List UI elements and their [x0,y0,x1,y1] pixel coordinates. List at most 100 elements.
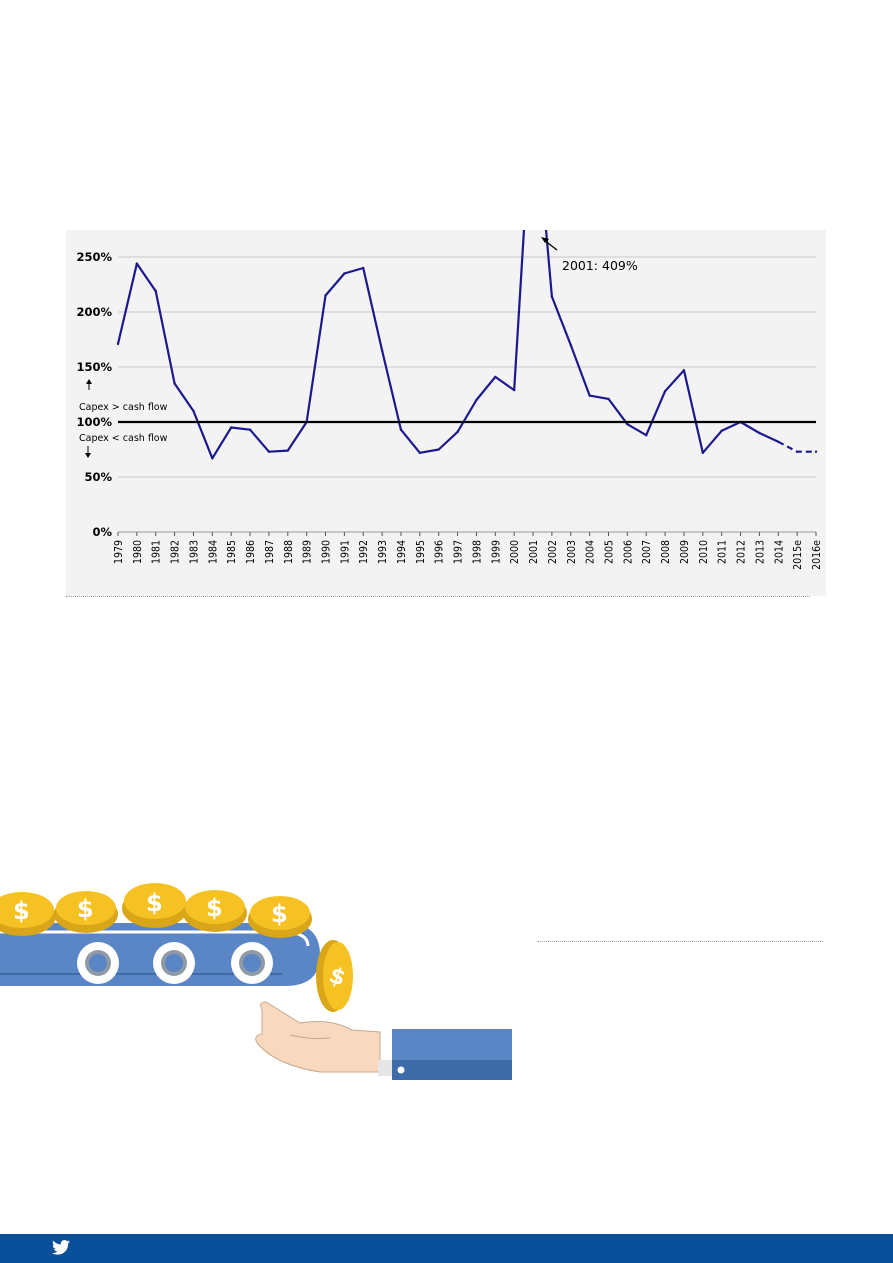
capex-below-label: Capex < cash flow [79,433,168,444]
x-tick-label: 1994 [396,540,408,564]
x-tick-label: 2008 [660,540,672,564]
line-chart: 0%50%100%150%200%250% 1979 1980 1981 1982 19… [76,230,823,570]
x-tick-label: 2012 [736,540,748,564]
conveyor-illustration: $ $ $ $ $ $ [0,883,512,1080]
x-tick-label: 2013 [754,540,766,564]
capex-below-annotation: Capex < cash flow [79,433,168,458]
x-tick-label: 1991 [339,540,351,564]
dollar-coin-icon: $ [122,883,188,928]
dollar-coin-icon: $ [316,940,353,1012]
x-tick-label: 2002 [547,540,559,564]
svg-text:$: $ [271,900,288,928]
data-point [645,434,648,437]
x-tick-label: 1996 [434,540,446,564]
peak-label: 2001: 409% [562,258,638,273]
data-point [248,428,252,431]
data-point [626,423,629,426]
data-point [475,398,478,402]
divider [66,596,810,597]
x-tick-label: 2007 [641,540,653,564]
x-tick-label: 1997 [453,540,465,564]
chart-panel: 0% 50% 100% 150% 200% 250% 1979 1980 1981 1982 19… [66,230,826,596]
x-tick-label: 2015e [792,540,804,570]
x-tick-label: 1998 [471,540,483,564]
gear-icon [153,942,195,984]
data-point [588,394,591,397]
data-point [512,388,516,392]
data-point [135,262,139,265]
peak-annotation: 2001: 409% [541,237,638,273]
x-tick-label: 1983 [188,540,200,564]
dollar-coin-icon: $ [248,896,312,938]
data-point [362,266,365,270]
data-point [701,451,705,454]
x-tick-label: 1980 [132,540,144,564]
arrow-diagonal-icon [541,237,549,243]
data-point [437,448,440,451]
footer-bar [0,1234,893,1263]
x-tick-label: 2001 [528,540,540,564]
x-axis-ticks: 1979 1980 1981 1982 1983 1984 1985 1986 1987 1988… [113,532,823,570]
x-tick-label: 1992 [358,540,370,564]
x-tick-label: 1993 [377,540,389,564]
x-tick-label: 2003 [566,540,578,564]
divider [537,941,823,942]
data-point [494,375,497,379]
twitter-icon[interactable] [52,1240,70,1255]
arrow-up-icon [86,379,92,384]
svg-text:$: $ [77,895,94,923]
dollar-coin-icon: $ [54,891,118,933]
data-point [550,295,554,298]
data-point [663,390,667,393]
y-tick-label: 200% [76,305,112,319]
x-tick-label: 2006 [622,540,634,564]
hand-icon [255,1001,512,1080]
x-tick-label: 2010 [698,540,710,564]
data-point [211,457,214,460]
x-tick-label: 2000 [509,540,521,564]
x-tick-label: 1999 [490,540,502,564]
x-tick-label: 1986 [245,540,257,564]
x-tick-label: 1984 [207,540,219,564]
x-tick-label: 2011 [717,540,729,564]
data-point [154,289,157,293]
data-point [777,440,780,443]
dollar-coin-icon: $ [0,892,56,936]
x-tick-label: 1990 [321,540,333,564]
svg-text:$: $ [206,894,223,922]
x-tick-label: 1985 [226,540,238,564]
data-point [286,449,289,452]
series-line-estimate [777,440,816,453]
arrow-down-icon [85,453,91,458]
x-tick-label: 2016e [811,540,823,570]
data-point [343,272,346,275]
y-tick-label: 150% [76,360,112,374]
series-line [116,230,779,460]
data-point [116,342,120,346]
data-point [229,426,233,429]
x-tick-label: 1988 [283,540,295,564]
data-point [418,451,422,454]
gear-icon [231,942,273,984]
data-point [569,343,572,347]
x-tick-label: 1995 [415,540,427,564]
data-point [607,397,610,401]
data-point [720,429,723,432]
data-point [456,430,459,434]
data-point [399,428,403,431]
x-tick-label: 1987 [264,540,276,564]
x-tick-label: 2004 [585,540,597,564]
data-point [814,450,818,453]
gear-icon [77,942,119,984]
y-tick-label: 0% [92,525,112,539]
x-tick-label: 2005 [603,540,615,564]
x-tick-label: 1982 [170,540,182,564]
series [116,230,816,460]
data-point [682,369,686,372]
data-point [267,450,271,453]
dollar-coin-icon: $ [183,890,247,932]
y-tick-label: 250% [76,250,112,264]
capex-above-label: Capex > cash flow [79,402,168,413]
grid [118,256,816,533]
x-tick-label: 2014 [773,540,785,564]
